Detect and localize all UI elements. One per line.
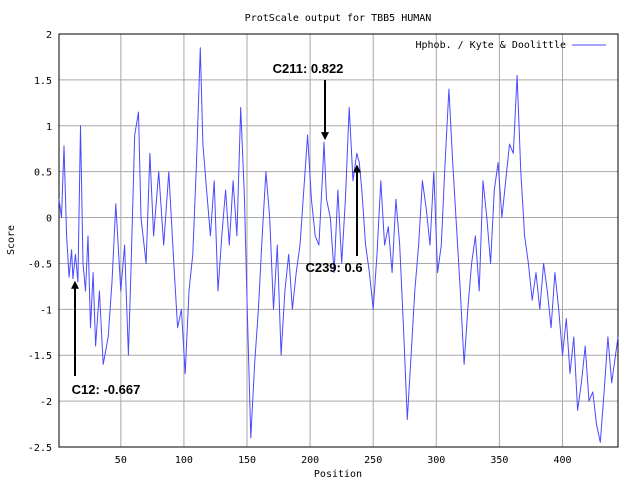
- y-tick-label: 1.5: [34, 76, 52, 87]
- x-tick-label: 250: [364, 455, 382, 466]
- x-tick-label: 400: [553, 455, 571, 466]
- annotations: C211: 0.822 C239: 0.6 C12: -0.667: [71, 61, 363, 397]
- x-tick-label: 150: [238, 455, 256, 466]
- x-tick-label: 350: [490, 455, 508, 466]
- annotation-label: C211: 0.822: [273, 61, 344, 76]
- chart-title: ProtScale output for TBB5 HUMAN: [245, 13, 432, 24]
- y-tick-label: -0.5: [28, 259, 52, 270]
- y-tick-label: 1: [46, 122, 52, 133]
- legend: Hphob. / Kyte & Doolittle: [415, 40, 606, 51]
- x-axis-label: Position: [314, 469, 362, 480]
- x-tick-label: 300: [427, 455, 445, 466]
- x-tick-label: 100: [175, 455, 193, 466]
- x-tick-label: 200: [301, 455, 319, 466]
- series-line: [58, 47, 619, 443]
- x-tick-label: 50: [115, 455, 127, 466]
- y-tick-label: 2: [46, 30, 52, 41]
- y-axis-label: Score: [6, 225, 17, 255]
- y-tick-label: -1.5: [28, 351, 52, 362]
- series-layer: [58, 47, 619, 443]
- annotation-label: C239: 0.6: [305, 260, 362, 275]
- annotation-label: C12: -0.667: [72, 382, 141, 397]
- y-tick-label: -1: [40, 305, 52, 316]
- y-tick-label: -2.5: [28, 443, 52, 454]
- plot-frame: [58, 33, 619, 448]
- legend-label: Hphob. / Kyte & Doolittle: [415, 40, 566, 51]
- grid: [59, 34, 618, 447]
- y-tick-label: 0.5: [34, 168, 52, 179]
- y-tick-label: -2: [40, 397, 52, 408]
- y-tick-label: 0: [46, 214, 52, 225]
